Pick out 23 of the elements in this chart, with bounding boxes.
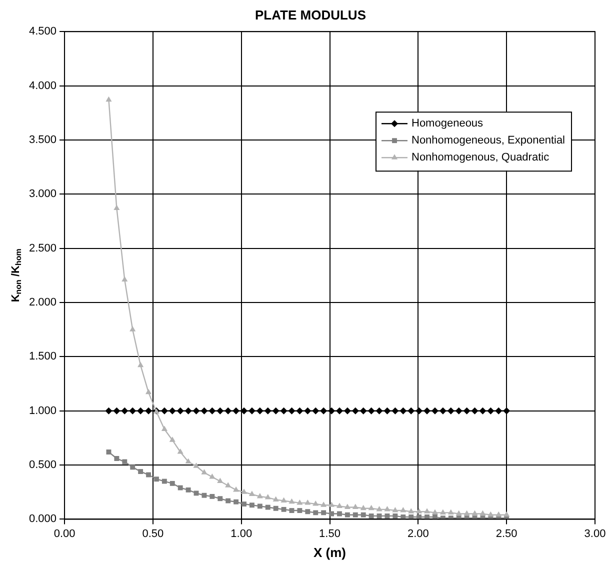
y-tick-label: 0.500 — [28, 459, 57, 472]
x-tick-label: 0.00 — [54, 528, 76, 540]
x-tick-label: 0.50 — [142, 528, 164, 540]
y-tick-label: 4.000 — [28, 80, 57, 92]
y-tick-label: 2.000 — [28, 296, 57, 309]
y-tick-label: 3.500 — [28, 134, 57, 146]
x-tick-label: 3.00 — [584, 528, 606, 540]
legend-label: Nonhomogenous, Quadratic — [412, 152, 550, 164]
legend-label: Nonhomogeneous, Exponential — [412, 134, 566, 147]
x-tick-label: 1.00 — [230, 528, 252, 540]
x-tick-label: 1.50 — [319, 528, 340, 540]
y-tick-label: 1.000 — [28, 404, 57, 417]
x-axis-title: X (m) — [314, 544, 346, 560]
legend-label: Homogeneous — [412, 118, 484, 130]
y-tick-label: 1.500 — [28, 350, 57, 363]
x-tick-label: 2.00 — [407, 528, 429, 540]
y-tick-label: 0.000 — [28, 513, 57, 526]
y-tick-label: 4.500 — [28, 26, 57, 38]
y-tick-label: 2.500 — [28, 242, 57, 254]
y-tick-label: 3.000 — [28, 188, 57, 200]
y-axis-title: Knon /Khom — [10, 248, 24, 302]
chart-title: PLATE MODULUS — [255, 7, 366, 22]
x-tick-label: 2.50 — [496, 528, 518, 540]
